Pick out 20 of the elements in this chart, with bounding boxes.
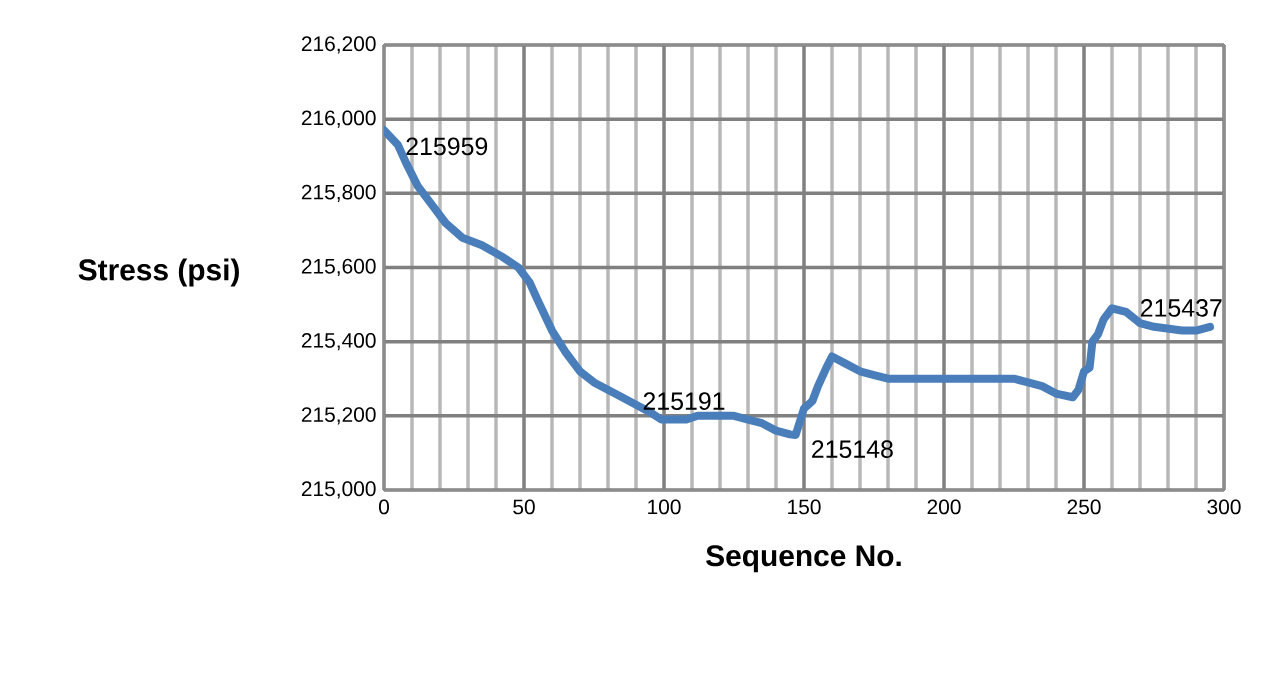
annotation: 215437 — [1140, 299, 1222, 317]
y-tick-label: 216,200 — [301, 36, 376, 54]
x-tick-label: 100 — [648, 499, 681, 515]
x-tick-label: 200 — [927, 499, 961, 515]
x-tick-label: 300 — [1207, 499, 1241, 515]
annotation: 215959 — [406, 137, 488, 156]
y-tick-label: 215,200 — [301, 407, 376, 425]
annotation: 215148 — [812, 440, 893, 458]
y-axis-title: Stress (psi) — [78, 258, 239, 287]
y-tick-label: 216,000 — [301, 110, 376, 128]
x-axis-title: Sequence No. — [706, 545, 901, 573]
x-tick-label: 150 — [788, 499, 821, 515]
y-tick-label: 215,600 — [301, 258, 376, 277]
x-tick-label: 250 — [1067, 499, 1101, 515]
x-tick-label: 0 — [379, 499, 389, 515]
y-tick-label: 215,000 — [301, 481, 376, 499]
annotation: 215191 — [643, 392, 725, 410]
y-tick-label: 215,400 — [301, 333, 376, 351]
y-tick-label: 215,800 — [301, 184, 376, 202]
x-tick-label: 50 — [513, 499, 535, 515]
